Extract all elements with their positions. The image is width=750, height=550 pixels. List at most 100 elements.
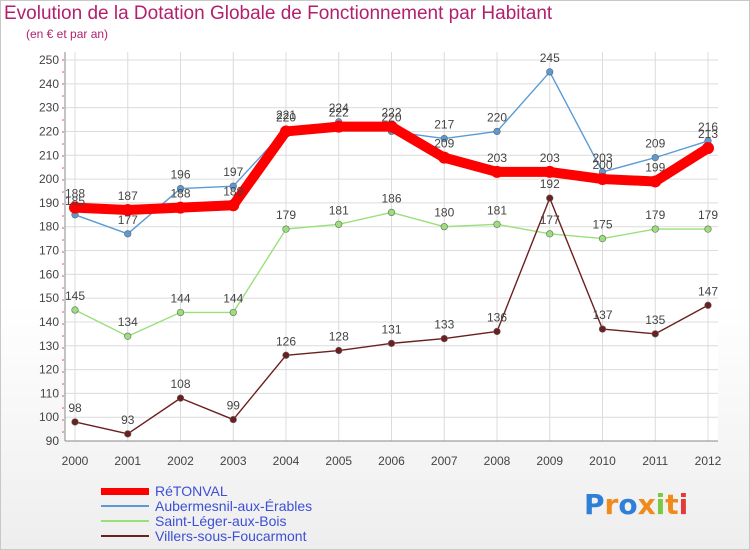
data-point [229,182,237,190]
y-tick-label: 130 [39,339,59,353]
data-label: 220 [487,110,507,124]
data-point [229,415,237,424]
data-point [335,346,343,355]
data-point [596,173,609,186]
data-label: 136 [487,310,507,324]
y-tick-label: 240 [39,77,59,91]
data-point [332,120,345,133]
data-point [546,230,554,238]
data-point [649,175,662,188]
chart-title: Evolution de la Dotation Globale de Fonc… [4,3,553,24]
data-point [282,225,290,233]
data-label: 224 [329,101,349,115]
data-point [176,308,185,317]
x-tick-label: 2002 [167,454,194,468]
y-tick-label: 180 [39,220,59,234]
data-label: 98 [68,401,82,415]
y-tick-label: 200 [39,172,59,186]
data-label: 189 [223,184,243,198]
data-label: 131 [381,322,401,336]
data-label: 99 [227,399,241,413]
y-tick-label: 230 [39,101,59,115]
data-label: 135 [645,313,665,327]
data-point [651,330,659,338]
data-label: 203 [540,151,560,165]
data-point [174,201,187,214]
x-tick-label: 2011 [642,454,668,468]
data-point [69,201,81,214]
data-label: 181 [329,203,349,217]
data-point [546,194,554,202]
legend-swatch-saint-leger [101,520,149,522]
data-label: 147 [698,284,718,298]
x-tick-label: 2001 [114,454,141,468]
data-point [491,165,503,178]
data-label: 179 [698,208,718,222]
data-point [282,351,290,359]
data-label: 199 [645,160,665,174]
logo-letter: o [618,488,638,521]
y-tick-label: 150 [39,291,59,305]
data-point [280,125,292,138]
y-tick-label: 140 [39,315,59,329]
data-point [546,68,554,76]
y-tick-label: 220 [39,124,59,138]
logo-letter: P [584,488,605,521]
data-point [440,134,448,143]
data-label: 177 [118,213,138,227]
data-label: 145 [65,289,85,303]
data-label: 128 [329,330,349,344]
data-label: 188 [170,187,190,201]
data-label: 179 [645,208,665,222]
x-tick-label: 2003 [220,454,247,468]
data-point [124,230,132,238]
data-label: 186 [381,191,401,205]
legend-label-retonval: RéTONVAL [155,483,228,499]
legend-label-aubermesnil: Aubermesnil-aux-Érables [155,498,313,514]
data-label: 213 [698,127,718,141]
x-tick-label: 2005 [325,454,352,468]
data-label: 216 [698,120,718,134]
data-label: 209 [645,137,665,151]
data-label: 177 [540,213,560,227]
data-label: 221 [276,108,296,122]
data-point [385,120,398,133]
x-tick-label: 2007 [431,454,458,468]
data-label: 133 [434,318,454,332]
data-point [440,335,448,343]
data-point [493,127,501,136]
logo-letter: x [637,488,656,521]
data-label: 197 [223,165,243,179]
data-label: 209 [434,137,454,151]
y-tick-label: 120 [39,363,59,377]
proxiti-logo: Proxiti [584,488,688,521]
chart-subtitle: (en € et par an) [26,27,109,41]
y-tick-label: 90 [46,434,60,448]
data-point [651,154,659,162]
data-point [387,339,396,347]
logo-letter: r [604,488,619,521]
data-label: 200 [592,158,612,172]
data-point [651,225,659,233]
data-point [704,301,712,309]
data-point [124,332,132,340]
logo-letter: i [678,488,689,521]
data-label: 144 [170,291,190,305]
data-point [387,208,396,216]
x-tick-label: 2012 [695,454,722,468]
data-point [702,142,714,155]
y-tick-label: 100 [39,410,59,424]
data-point [227,199,240,212]
data-label: 196 [170,168,190,182]
x-tick-label: 2008 [484,454,511,468]
data-label: 134 [118,315,138,329]
data-point [71,306,79,314]
x-tick-label: 2006 [378,454,405,468]
y-tick-label: 190 [39,196,59,210]
data-point [598,325,607,333]
data-label: 220 [276,110,296,124]
data-point [598,234,607,243]
data-point [229,308,237,317]
data-point [543,165,556,178]
